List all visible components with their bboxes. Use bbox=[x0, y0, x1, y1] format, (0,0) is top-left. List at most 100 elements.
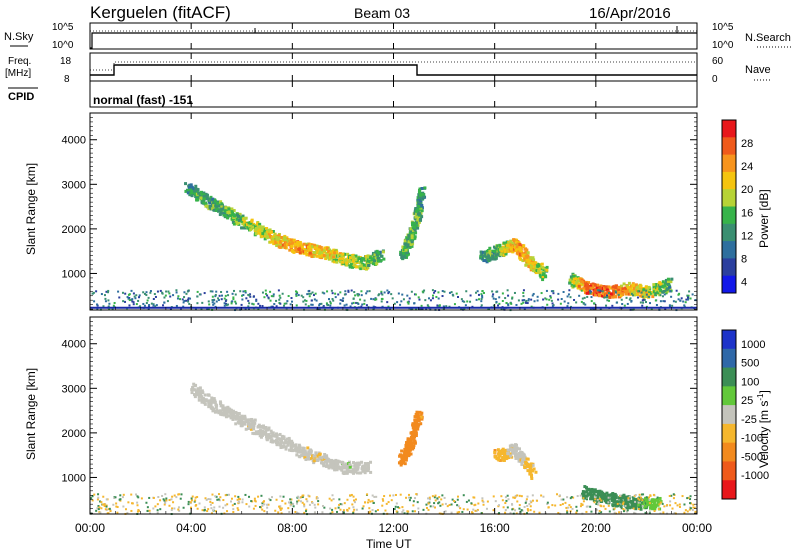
data-cell bbox=[368, 511, 371, 514]
data-cell bbox=[240, 303, 243, 306]
data-cell bbox=[607, 293, 611, 297]
data-cell bbox=[606, 299, 609, 302]
freq-trace bbox=[90, 64, 697, 76]
power-colorbar-tick: 28 bbox=[741, 138, 753, 150]
data-cell bbox=[257, 424, 261, 428]
data-cell bbox=[323, 452, 327, 456]
data-cell bbox=[189, 501, 192, 504]
data-cell bbox=[148, 512, 151, 515]
data-cell bbox=[111, 308, 114, 311]
data-cell bbox=[245, 222, 249, 226]
data-cell bbox=[353, 501, 356, 504]
data-cell bbox=[315, 299, 318, 302]
data-cell bbox=[282, 495, 285, 498]
data-cell bbox=[507, 498, 510, 501]
data-cell bbox=[403, 462, 407, 466]
data-cell bbox=[300, 249, 304, 253]
data-cell bbox=[575, 505, 578, 508]
data-cell bbox=[264, 292, 267, 295]
power-colorbar-swatch bbox=[722, 223, 736, 242]
data-cell bbox=[170, 509, 173, 512]
data-cell bbox=[502, 253, 506, 257]
data-cell bbox=[267, 503, 270, 506]
data-cell bbox=[365, 292, 368, 295]
data-cell bbox=[593, 488, 597, 492]
data-cell bbox=[353, 462, 357, 466]
data-cell bbox=[494, 256, 498, 260]
data-cell bbox=[252, 507, 255, 510]
data-cell bbox=[270, 295, 273, 298]
data-cell bbox=[332, 299, 335, 302]
data-cell bbox=[361, 507, 364, 510]
data-cell bbox=[225, 493, 228, 496]
data-cell bbox=[630, 503, 633, 506]
data-cell bbox=[197, 392, 201, 396]
velocity-colorbar-swatch bbox=[722, 405, 736, 425]
data-cell bbox=[639, 301, 642, 304]
data-cell bbox=[267, 433, 271, 437]
data-cell bbox=[193, 388, 197, 392]
data-cell bbox=[211, 409, 215, 413]
data-cell bbox=[305, 498, 308, 501]
data-cell bbox=[684, 509, 687, 512]
data-cell bbox=[409, 238, 413, 242]
data-cell bbox=[665, 287, 669, 291]
data-cell bbox=[657, 501, 661, 505]
data-cell bbox=[232, 414, 236, 418]
data-cell bbox=[247, 305, 250, 308]
data-cell bbox=[580, 502, 583, 505]
data-cell bbox=[513, 446, 517, 450]
data-cell bbox=[402, 458, 406, 462]
data-cell bbox=[218, 400, 222, 404]
data-cell bbox=[522, 289, 525, 292]
data-cell bbox=[605, 491, 609, 495]
data-cell bbox=[630, 499, 634, 503]
data-cell bbox=[198, 293, 201, 296]
data-cell bbox=[331, 494, 334, 497]
nave-label: Nave bbox=[745, 64, 771, 76]
data-cell bbox=[258, 506, 261, 509]
power-colorbar-tick: 8 bbox=[741, 253, 747, 265]
data-cell bbox=[402, 248, 406, 252]
data-cell bbox=[368, 290, 371, 293]
data-cell bbox=[548, 298, 551, 301]
data-cell bbox=[244, 291, 247, 294]
data-cell bbox=[419, 415, 423, 419]
data-cell bbox=[303, 247, 307, 251]
data-cell bbox=[622, 282, 626, 286]
data-cell bbox=[227, 303, 230, 306]
data-cell bbox=[412, 504, 415, 507]
data-cell bbox=[128, 299, 131, 302]
data-cell bbox=[138, 296, 141, 299]
power-colorbar-swatch bbox=[722, 154, 736, 173]
data-cell bbox=[386, 289, 389, 292]
data-cell bbox=[525, 465, 529, 469]
data-cell bbox=[260, 434, 264, 438]
data-cell bbox=[350, 470, 354, 474]
data-cell bbox=[480, 293, 483, 296]
data-cell bbox=[534, 265, 538, 269]
data-cell bbox=[232, 508, 235, 511]
velocity-colorbar-swatch bbox=[722, 423, 736, 444]
data-cell bbox=[492, 304, 495, 307]
data-cell bbox=[497, 452, 501, 456]
data-cell bbox=[318, 254, 322, 258]
data-cell bbox=[576, 279, 580, 283]
data-cell bbox=[297, 512, 300, 515]
data-cell bbox=[582, 494, 585, 497]
data-cell bbox=[538, 273, 542, 277]
data-cell bbox=[429, 498, 432, 501]
data-cell bbox=[549, 296, 552, 299]
data-cell bbox=[330, 463, 334, 467]
data-cell bbox=[249, 427, 253, 431]
data-cell bbox=[361, 266, 365, 270]
data-cell bbox=[318, 303, 321, 306]
data-cell bbox=[303, 449, 307, 453]
data-cell bbox=[304, 303, 307, 306]
data-cell bbox=[484, 252, 488, 256]
data-cell bbox=[642, 493, 645, 496]
data-cell bbox=[118, 498, 121, 501]
data-cell bbox=[145, 302, 148, 305]
y-tick-label: 3000 bbox=[62, 179, 86, 191]
data-cell bbox=[252, 222, 256, 226]
